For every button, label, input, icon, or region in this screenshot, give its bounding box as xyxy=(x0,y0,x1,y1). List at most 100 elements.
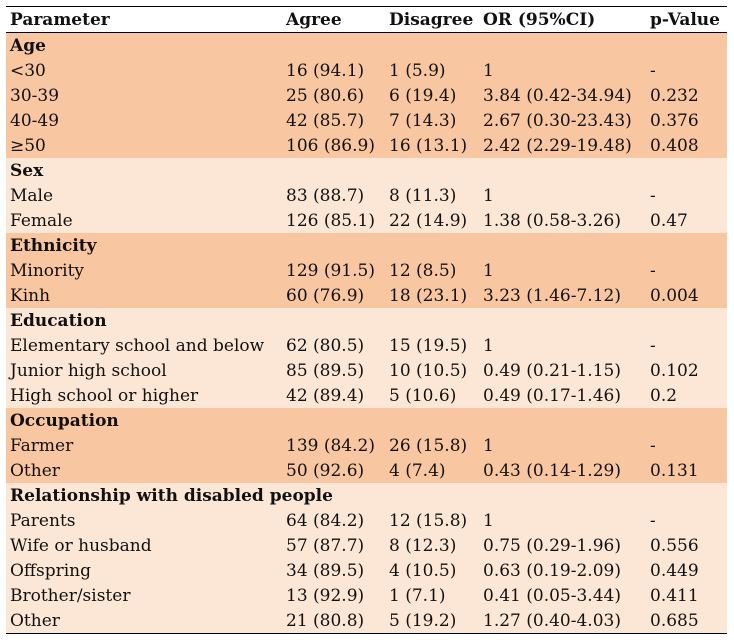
group-title: Sex xyxy=(10,160,44,181)
cell-agree: 126 (85.1) xyxy=(286,210,375,231)
cell-agree: 50 (92.6) xyxy=(286,460,365,481)
group-header-row: Ethnicity xyxy=(6,233,727,258)
header-disagree: Disagree xyxy=(389,9,474,30)
table-row: Female 126 (85.1) 22 (14.9) 1.38 (0.58-3.26… xyxy=(6,208,727,233)
cell-p-value: 0.408 xyxy=(650,135,699,156)
group-header-row: Occupation xyxy=(6,408,727,433)
cell-agree: 57 (87.7) xyxy=(286,535,365,556)
table-row: Other 50 (92.6) 4 (7.4) 0.43 (0.14-1.29) 0.1… xyxy=(6,458,727,483)
table-body: Age <30 16 (94.1) 1 (5.9) 1 - 30-39 25 (80.6) 6 … xyxy=(6,32,727,634)
cell-parameter: 40-49 xyxy=(10,110,60,131)
cell-agree: 139 (84.2) xyxy=(286,435,375,456)
cell-or: 1.38 (0.58-3.26) xyxy=(483,210,621,231)
cell-parameter: High school or higher xyxy=(10,385,199,406)
cell-or: 0.49 (0.21-1.15) xyxy=(483,360,621,381)
cell-or: 1 xyxy=(483,335,494,356)
cell-agree: 60 (76.9) xyxy=(286,285,365,306)
table-row: 40-49 42 (85.7) 7 (14.3) 2.67 (0.30-23.43) 0… xyxy=(6,108,727,133)
cell-p-value: 0.131 xyxy=(650,460,699,481)
table-row: Junior high school 85 (89.5) 10 (10.5) 0.49… xyxy=(6,358,727,383)
cell-p-value: 0.47 xyxy=(650,210,688,231)
cell-agree: 34 (89.5) xyxy=(286,560,365,581)
table-row: High school or higher 42 (89.4) 5 (10.6) 0.… xyxy=(6,383,727,408)
group-title: Occupation xyxy=(10,410,119,431)
cell-or: 1 xyxy=(483,185,494,206)
group-title: Education xyxy=(10,310,107,331)
table-container: Parameter Agree Disagree OR (95%CI) p-Va… xyxy=(6,6,727,634)
cell-disagree: 5 (10.6) xyxy=(389,385,457,406)
cell-disagree: 12 (8.5) xyxy=(389,260,457,281)
cell-p-value: - xyxy=(650,260,656,281)
cell-agree: 129 (91.5) xyxy=(286,260,375,281)
cell-disagree: 16 (13.1) xyxy=(389,135,468,156)
cell-agree: 83 (88.7) xyxy=(286,185,365,206)
cell-agree: 42 (89.4) xyxy=(286,385,365,406)
group-header-row: Sex xyxy=(6,158,727,183)
cell-parameter: 30-39 xyxy=(10,85,60,106)
cell-parameter: Offspring xyxy=(10,560,92,581)
cell-agree: 13 (92.9) xyxy=(286,585,365,606)
cell-agree: 85 (89.5) xyxy=(286,360,365,381)
cell-p-value: 0.411 xyxy=(650,585,699,606)
cell-p-value: 0.376 xyxy=(650,110,699,131)
cell-agree: 42 (85.7) xyxy=(286,110,365,131)
cell-disagree: 18 (23.1) xyxy=(389,285,468,306)
cell-or: 1 xyxy=(483,260,494,281)
cell-p-value: - xyxy=(650,60,656,81)
header-or: OR (95%CI) xyxy=(483,9,596,30)
cell-disagree: 22 (14.9) xyxy=(389,210,468,231)
group-header-row: Age xyxy=(6,32,727,58)
cell-p-value: 0.449 xyxy=(650,560,699,581)
table-row: Brother/sister 13 (92.9) 1 (7.1) 0.41 (0.05… xyxy=(6,583,727,608)
table-row: Other 21 (80.8) 5 (19.2) 1.27 (0.40-4.03) 0.… xyxy=(6,608,727,634)
cell-or: 3.23 (1.46-7.12) xyxy=(483,285,621,306)
cell-disagree: 26 (15.8) xyxy=(389,435,468,456)
cell-parameter: Minority xyxy=(10,260,85,281)
cell-p-value: 0.102 xyxy=(650,360,699,381)
cell-p-value: 0.556 xyxy=(650,535,699,556)
cell-parameter: Female xyxy=(10,210,73,231)
cell-parameter: ≥50 xyxy=(10,135,46,156)
cell-parameter: Parents xyxy=(10,510,76,531)
table-row: Offspring 34 (89.5) 4 (10.5) 0.63 (0.19-2.0… xyxy=(6,558,727,583)
cell-disagree: 1 (7.1) xyxy=(389,585,446,606)
table-row: Kinh 60 (76.9) 18 (23.1) 3.23 (1.46-7.12) 0.… xyxy=(6,283,727,308)
cell-or: 2.42 (2.29-19.48) xyxy=(483,135,632,156)
header-p-value: p-Value xyxy=(650,9,720,30)
cell-or: 0.75 (0.29-1.96) xyxy=(483,535,621,556)
table-row: 30-39 25 (80.6) 6 (19.4) 3.84 (0.42-34.94) 0… xyxy=(6,83,727,108)
cell-p-value: - xyxy=(650,510,656,531)
cell-parameter: Male xyxy=(10,185,54,206)
cell-or: 1 xyxy=(483,435,494,456)
cell-parameter: Junior high school xyxy=(10,360,167,381)
header-row: Parameter Agree Disagree OR (95%CI) p-Va… xyxy=(6,6,727,33)
cell-agree: 21 (80.8) xyxy=(286,610,365,631)
cell-parameter: Wife or husband xyxy=(10,535,152,556)
cell-p-value: - xyxy=(650,335,656,356)
group-header-row: Education xyxy=(6,308,727,333)
cell-p-value: - xyxy=(650,185,656,206)
cell-parameter: Brother/sister xyxy=(10,585,131,606)
cell-parameter: Farmer xyxy=(10,435,74,456)
header-agree: Agree xyxy=(286,9,342,30)
cell-p-value: - xyxy=(650,435,656,456)
cell-agree: 106 (86.9) xyxy=(286,135,375,156)
cell-disagree: 1 (5.9) xyxy=(389,60,446,81)
cell-disagree: 8 (11.3) xyxy=(389,185,457,206)
cell-p-value: 0.2 xyxy=(650,385,678,406)
odds-ratio-table: Parameter Agree Disagree OR (95%CI) p-Va… xyxy=(6,6,727,634)
cell-parameter: Elementary school and below xyxy=(10,335,265,356)
cell-or: 0.41 (0.05-3.44) xyxy=(483,585,621,606)
cell-agree: 25 (80.6) xyxy=(286,85,365,106)
table-row: Farmer 139 (84.2) 26 (15.8) 1 - xyxy=(6,433,727,458)
table-row: Male 83 (88.7) 8 (11.3) 1 - xyxy=(6,183,727,208)
cell-disagree: 4 (7.4) xyxy=(389,460,446,481)
cell-p-value: 0.232 xyxy=(650,85,699,106)
group-title: Relationship with disabled people xyxy=(10,485,333,506)
group-header-row: Relationship with disabled people xyxy=(6,483,727,508)
cell-disagree: 7 (14.3) xyxy=(389,110,457,131)
cell-parameter: Other xyxy=(10,610,60,631)
cell-or: 0.43 (0.14-1.29) xyxy=(483,460,621,481)
cell-agree: 62 (80.5) xyxy=(286,335,365,356)
table-row: Elementary school and below 62 (80.5) 15 (… xyxy=(6,333,727,358)
